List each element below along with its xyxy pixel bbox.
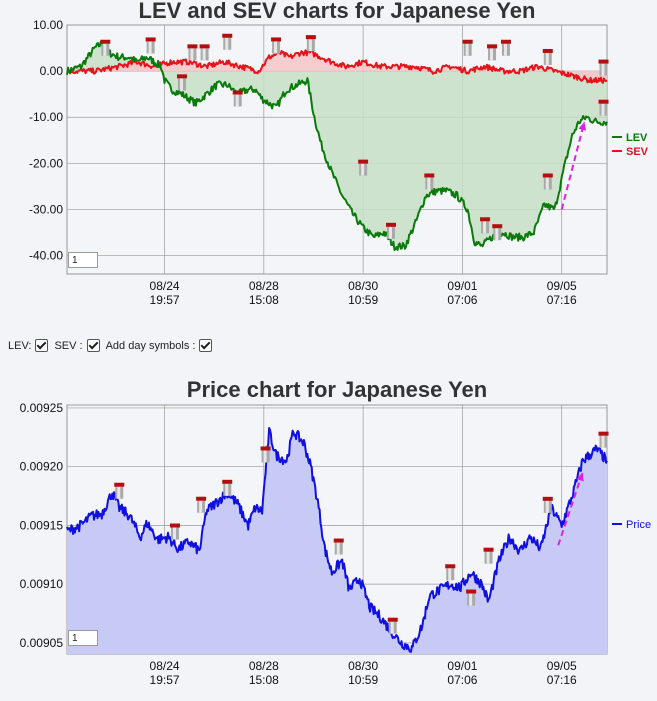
x-tick-time: 07:06 (447, 673, 477, 687)
lev-line (66, 40, 608, 251)
x-tick-time: 07:16 (547, 673, 577, 687)
y-tick-label: -10.00 (29, 110, 63, 124)
legend-label: Price (626, 519, 651, 531)
y-tick-label: -30.00 (29, 202, 63, 216)
chart-controls: LEV: SEV : Add day symbols : (8, 339, 214, 352)
y-tick-label: 10.00 (33, 18, 63, 32)
y-tick-label: -40.00 (29, 249, 63, 263)
lev-label: LEV: (8, 339, 32, 352)
x-tick-date: 08/28 (249, 279, 279, 293)
day-marker (542, 48, 553, 65)
day-marker (598, 431, 609, 448)
day-marker (199, 44, 210, 61)
day-marker (305, 35, 316, 52)
x-tick-date: 08/30 (348, 279, 378, 293)
x-tick-time: 07:16 (547, 293, 577, 307)
lev-sev-chart: LEV and SEV charts for Japanese Yen10.00… (29, 0, 649, 307)
chart-title: LEV and SEV charts for Japanese Yen (139, 0, 536, 23)
chart-title: Price chart for Japanese Yen (187, 377, 487, 402)
x-tick-time: 15:08 (249, 673, 279, 687)
x-tick-date: 09/01 (447, 279, 477, 293)
day-marker (333, 538, 344, 555)
y-tick-label: 0.00905 (20, 636, 64, 650)
day-marker (445, 564, 456, 581)
day-marker (598, 99, 609, 116)
y-tick-label: -20.00 (29, 156, 63, 170)
day-marker (500, 39, 511, 56)
y-tick-label: 0.00915 (20, 518, 64, 532)
y-tick-label: 0.00910 (20, 577, 64, 591)
day-marker (487, 44, 498, 61)
trend-arrow-head (578, 121, 587, 131)
trend-arrow-head (576, 472, 584, 482)
x-tick-time: 19:57 (150, 293, 180, 307)
day-marker (492, 224, 503, 241)
day-marker (358, 159, 369, 176)
x-tick-time: 07:06 (447, 293, 477, 307)
day-marker (145, 37, 156, 54)
x-tick-date: 08/30 (348, 659, 378, 673)
day-marker (196, 496, 207, 513)
x-tick-time: 10:59 (348, 673, 378, 687)
x-tick-date: 08/28 (249, 659, 279, 673)
x-tick-date: 09/05 (547, 279, 577, 293)
day-marker (170, 523, 180, 540)
x-tick-date: 09/01 (447, 659, 477, 673)
day-symbols-label: Add day symbols : (105, 339, 196, 352)
day-marker (222, 479, 233, 496)
price-zoom-input[interactable]: 1 (68, 630, 98, 646)
sev-label: SEV : (54, 339, 83, 352)
day-marker (542, 173, 553, 190)
day-marker (100, 39, 111, 56)
day-marker (386, 222, 396, 239)
day-marker (176, 74, 187, 91)
price-chart: Price chart for Japanese Yen 0.00925 0.009… (20, 377, 651, 687)
day-marker (387, 617, 398, 634)
lev-area (67, 41, 607, 250)
y-tick-label: 0.00920 (20, 460, 64, 474)
sev-area (67, 50, 607, 83)
day-marker (260, 446, 271, 463)
y-tick-label: 0.00925 (20, 401, 64, 415)
day-marker (466, 589, 477, 606)
day-marker (222, 33, 233, 50)
day-marker (187, 44, 198, 61)
day-marker (271, 37, 282, 54)
day-marker (424, 173, 435, 190)
x-tick-time: 15:08 (249, 293, 279, 307)
legend-label: LEV (626, 132, 648, 144)
day-marker (483, 547, 494, 564)
day-marker (598, 59, 609, 76)
x-tick-time: 10:59 (348, 293, 378, 307)
trend-arrow (560, 121, 586, 210)
x-tick-date: 08/24 (150, 279, 180, 293)
day-marker (542, 496, 553, 513)
trend-arrow (557, 472, 584, 546)
day-marker (462, 39, 473, 56)
day-marker (480, 217, 491, 234)
day-marker (114, 482, 125, 499)
sev-checkbox[interactable] (86, 339, 100, 352)
legend-label: SEV (626, 146, 649, 158)
x-tick-time: 19:57 (150, 673, 180, 687)
lev-zoom-input[interactable]: 1 (68, 252, 98, 268)
x-tick-date: 08/24 (150, 659, 180, 673)
y-tick-label: 0.00 (40, 64, 64, 78)
x-tick-date: 09/05 (547, 659, 577, 673)
lev-checkbox[interactable] (35, 339, 49, 352)
price-line (66, 427, 608, 653)
day-marker (232, 90, 243, 107)
day-symbols-checkbox[interactable] (199, 339, 213, 352)
